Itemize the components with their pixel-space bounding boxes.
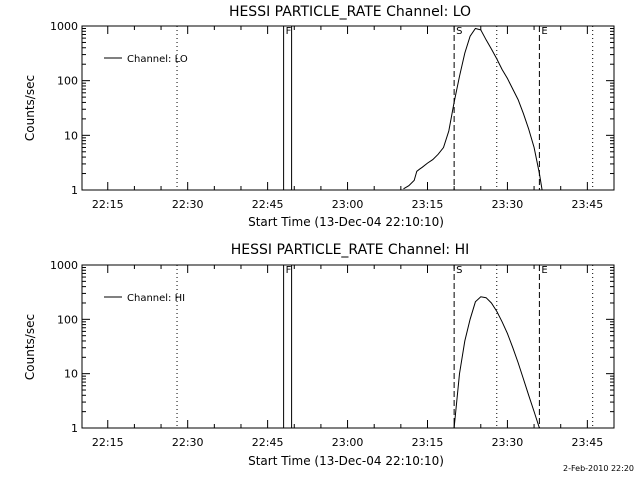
y-tick-label-lo: 100 <box>57 75 78 88</box>
marker-label-e-lo: E <box>541 26 547 37</box>
x-tick-label-hi: 23:00 <box>332 436 364 449</box>
x-axis-label-lo: Start Time (13-Dec-04 22:10:10) <box>248 215 444 229</box>
plot-layer-lo: F S E 1 10 100 1000 22:15 22:30 22:45 23:00 23:15 23… <box>50 20 615 211</box>
y-tick-label-hi: 1 <box>71 422 78 435</box>
x-tick-label-lo: 23:30 <box>492 198 524 211</box>
x-tick-label-hi: 22:30 <box>172 436 204 449</box>
plot-timestamp: 2-Feb-2010 22:20 <box>563 464 634 473</box>
panel-hi: HESSI PARTICLE_RATE Channel: HI F S E 1 10 10… <box>23 242 615 468</box>
x-tick-label-lo: 22:45 <box>252 198 284 211</box>
plot-layer-hi: F S E 1 10 100 1000 22:15 22:30 22:45 23:00 23:15 23… <box>50 259 615 449</box>
x-tick-label-hi: 22:45 <box>252 436 284 449</box>
series-line-hi <box>453 296 540 429</box>
x-tick-label-lo: 23:15 <box>412 198 444 211</box>
marker-label-f-hi: F <box>286 265 292 276</box>
x-tick-label-hi: 22:15 <box>92 436 124 449</box>
x-tick-label-hi: 23:30 <box>492 436 524 449</box>
panel-lo: HESSI PARTICLE_RATE Channel: LO F S E 1 10 10… <box>23 4 615 229</box>
plot-frame-lo <box>81 25 615 191</box>
y-tick-label-hi: 1000 <box>50 259 78 272</box>
x-tick-label-lo: 23:45 <box>572 198 604 211</box>
series-line-lo <box>403 27 543 191</box>
x-tick-label-lo: 23:00 <box>332 198 364 211</box>
marker-label-f-lo: F <box>286 26 292 37</box>
legend-label-lo: Channel: LO <box>127 54 188 65</box>
x-axis-label-hi: Start Time (13-Dec-04 22:10:10) <box>248 454 444 468</box>
marker-label-s-lo: S <box>456 26 462 37</box>
legend-label-hi: Channel: HI <box>127 293 185 304</box>
y-tick-label-hi: 10 <box>64 368 78 381</box>
y-axis-label-hi: Counts/sec <box>23 314 37 380</box>
x-tick-label-hi: 23:45 <box>572 436 604 449</box>
x-tick-label-lo: 22:15 <box>92 198 124 211</box>
y-tick-label-lo: 1000 <box>50 20 78 33</box>
chart-title-lo: HESSI PARTICLE_RATE Channel: LO <box>229 4 471 20</box>
marker-label-e-hi: E <box>541 265 547 276</box>
plot-frame-hi <box>81 264 615 429</box>
y-tick-label-hi: 100 <box>57 313 78 326</box>
y-tick-label-lo: 10 <box>64 129 78 142</box>
x-tick-label-lo: 22:30 <box>172 198 204 211</box>
chart-title-hi: HESSI PARTICLE_RATE Channel: HI <box>231 242 469 258</box>
x-tick-label-hi: 23:15 <box>412 436 444 449</box>
marker-label-s-hi: S <box>456 265 462 276</box>
y-tick-label-lo: 1 <box>71 184 78 197</box>
y-axis-label-lo: Counts/sec <box>23 75 37 141</box>
